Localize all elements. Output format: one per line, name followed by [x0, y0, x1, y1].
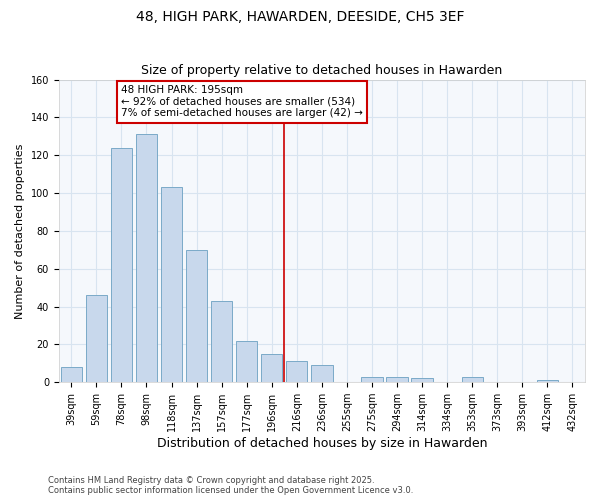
Bar [211, 301, 232, 382]
Bar [361, 376, 383, 382]
Y-axis label: Number of detached properties: Number of detached properties [15, 143, 25, 318]
Text: Contains HM Land Registry data © Crown copyright and database right 2025.
Contai: Contains HM Land Registry data © Crown c… [48, 476, 413, 495]
Text: 48 HIGH PARK: 195sqm
← 92% of detached houses are smaller (534)
7% of semi-detac: 48 HIGH PARK: 195sqm ← 92% of detached h… [121, 85, 363, 118]
Bar [286, 362, 307, 382]
Text: 48, HIGH PARK, HAWARDEN, DEESIDE, CH5 3EF: 48, HIGH PARK, HAWARDEN, DEESIDE, CH5 3E… [136, 10, 464, 24]
Bar [136, 134, 157, 382]
Bar [412, 378, 433, 382]
Bar [386, 376, 408, 382]
Bar [311, 365, 332, 382]
Bar [186, 250, 207, 382]
Bar [236, 340, 257, 382]
Title: Size of property relative to detached houses in Hawarden: Size of property relative to detached ho… [141, 64, 503, 77]
Bar [61, 367, 82, 382]
Bar [86, 295, 107, 382]
Bar [261, 354, 283, 382]
Bar [111, 148, 132, 382]
X-axis label: Distribution of detached houses by size in Hawarden: Distribution of detached houses by size … [157, 437, 487, 450]
Bar [461, 376, 483, 382]
Bar [537, 380, 558, 382]
Bar [161, 188, 182, 382]
